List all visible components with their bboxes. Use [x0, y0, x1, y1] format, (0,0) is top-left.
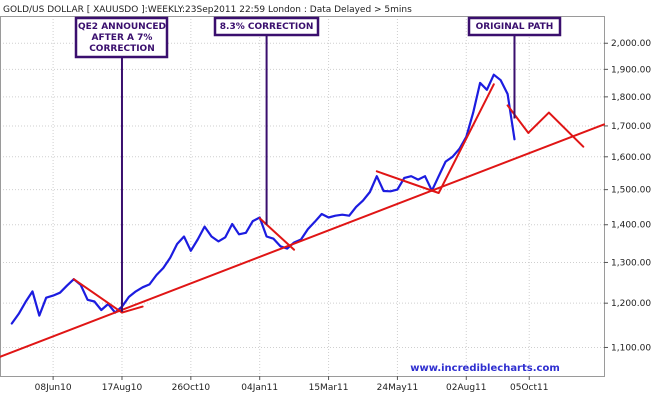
y-tick-label: 1,200.00 [611, 299, 651, 309]
annotation-box [467, 16, 562, 37]
annotation-text: 8.3% CORRECTION [220, 22, 314, 32]
annotation-text: QE2 ANNOUNCED [78, 22, 166, 32]
annotation-box [213, 16, 320, 37]
x-tick-label: 24May11 [377, 383, 419, 393]
plot-frame [0, 16, 605, 377]
x-tick-label: 02Aug11 [446, 383, 486, 393]
y-tick-label: 1,300.00 [611, 258, 651, 268]
series-line [10, 73, 516, 325]
x-tick-label: 08Jun10 [35, 383, 72, 393]
y-tick-label: 2,000.00 [611, 39, 651, 49]
annotation-box [74, 16, 169, 59]
series-line [72, 278, 144, 314]
chart-title: GOLD/US DOLLAR [ XAUUSDO ]:WEEKLY:23Sep2… [3, 5, 412, 15]
x-tick-label: 26Oct10 [172, 383, 211, 393]
y-tick-label: 1,500.00 [611, 186, 651, 196]
y-axis: 1,100.00 1,200.00 1,300.00 1,400.00 1,500.00… [604, 39, 651, 353]
series-line [0, 123, 605, 358]
series-layer [0, 73, 605, 358]
x-tick-label: 05Oct11 [510, 383, 548, 393]
y-tick-label: 1,800.00 [611, 93, 651, 103]
series-line [375, 83, 495, 194]
y-tick-label: 1,400.00 [611, 221, 651, 231]
annotation-text: AFTER A 7% [92, 33, 153, 43]
annotation-text: ORIGINAL PATH [476, 22, 554, 32]
chart-credit: www.incrediblecharts.com [410, 363, 560, 374]
y-tick-label: 1,600.00 [611, 153, 651, 163]
x-axis: 08Jun10 17Aug10 26Oct10 04Jan11 15Mar11 24May… [35, 376, 548, 393]
x-tick-label: 15Mar11 [309, 383, 349, 393]
y-tick-label: 1,700.00 [611, 122, 651, 132]
y-tick-label: 1,100.00 [611, 343, 651, 353]
y-tick-label: 1,900.00 [611, 65, 651, 75]
series-line [258, 217, 296, 251]
annotation-text: CORRECTION [89, 44, 155, 54]
x-tick-label: 17Aug10 [102, 383, 143, 393]
x-tick-label: 04Jan11 [241, 383, 278, 393]
series-line [506, 104, 585, 148]
